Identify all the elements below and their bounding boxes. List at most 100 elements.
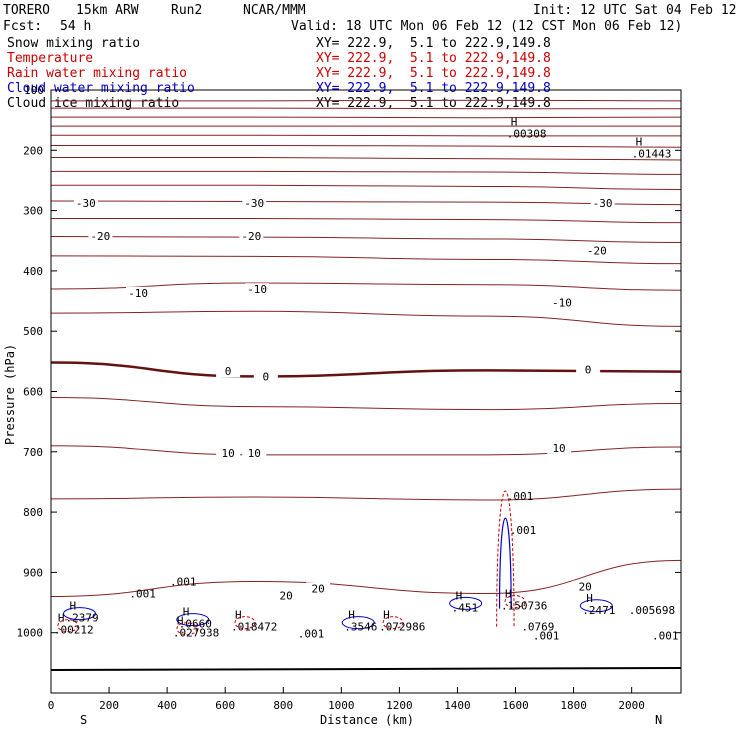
maximum-value-label: .00212 <box>54 624 94 637</box>
temperature-contour-line <box>50 107 681 110</box>
maximum-value-label: .0660 <box>179 618 212 631</box>
temperature-contour-line <box>50 488 682 501</box>
maximum-value-label: .001 <box>533 630 560 643</box>
contour-label-bg <box>547 441 572 454</box>
contour-label-bg <box>239 230 264 243</box>
temperature-contour-line <box>50 397 682 411</box>
axes: 0 200 400 600 800 1000 1200 1400 1600 1800 2000200… <box>17 144 681 712</box>
y-tick-label: 700 <box>23 446 43 459</box>
temperature-contour-line <box>51 217 682 224</box>
contour-label-bg <box>584 244 609 257</box>
contour-label-bg <box>306 582 331 595</box>
rain-water-contour <box>234 616 256 630</box>
contour-label: 20 <box>311 582 324 595</box>
temperature-contour-line <box>50 282 682 291</box>
terrain-line <box>50 667 682 671</box>
south-end-label: S <box>80 713 87 727</box>
maximum-marker: H <box>505 588 512 601</box>
maximum-marker: H <box>456 589 463 602</box>
maximum-value-label: .001 <box>510 524 537 537</box>
y-tick-label: 1000 <box>17 627 44 640</box>
x-tick-label: 1200 <box>386 699 413 712</box>
temperature-contour-line <box>51 99 682 102</box>
x-tick-label: 1000 <box>328 699 355 712</box>
maximum-value-label: .150736 <box>501 600 547 613</box>
x-axis-label: Distance (km) <box>320 713 414 727</box>
temperature-contour-line <box>51 116 682 119</box>
cloud-water-column <box>498 517 512 609</box>
maximum-value-label: .018472 <box>231 621 277 634</box>
maximum-value-label: .005698 <box>629 604 675 617</box>
contour-label: 20 <box>579 580 592 593</box>
y-tick-label: 900 <box>23 566 43 579</box>
rain-water-contour <box>382 616 404 630</box>
maximum-marker: H <box>348 609 355 622</box>
contour-label: -10 <box>128 287 148 300</box>
maximum-value-label: .072986 <box>379 621 425 634</box>
field-xy: XY= 222.9, 5.1 to 222.9,149.8 <box>316 51 551 66</box>
temperature-contour-line <box>50 144 682 148</box>
x-tick-label: 2000 <box>618 699 645 712</box>
header-fcst-label: Fcst: <box>3 19 43 34</box>
maximum-marker: H <box>235 609 242 622</box>
field-name: Cloud water mixing ratio <box>7 81 195 96</box>
header-model: TORERO <box>3 3 50 18</box>
contour-label-bg <box>549 296 574 309</box>
temperature-contour-line <box>51 170 682 175</box>
temperature-contour-line <box>51 184 682 190</box>
contour-label: -20 <box>90 230 110 243</box>
contour-label-bg <box>242 196 267 209</box>
moisture-contours <box>57 490 613 636</box>
maximum-value-label: .3546 <box>344 621 377 634</box>
maxima-labels: H.00308H.01443H.2379H.00212H.0660H.02793… <box>54 115 679 642</box>
contour-label: -30 <box>244 197 264 210</box>
header-valid: Valid: 18 UTC Mon 06 Feb 12 (12 CST Mon … <box>291 19 683 34</box>
contour-labels: -30 -30 -30 -20 -20 -20 -10 -10 -10 0 0 0 10 10 10 20 20… <box>73 196 615 603</box>
x-tick-label: 200 <box>99 699 119 712</box>
contour-label: -30 <box>76 197 96 210</box>
y-axis-label: Pressure (hPa) <box>3 344 17 445</box>
temperature-contour-line <box>50 559 682 598</box>
field-xy: XY= 222.9, 5.1 to 222.9,149.8 <box>316 81 551 96</box>
header-fcst-value: 54 h <box>60 19 92 34</box>
contour-label-bg <box>242 447 267 460</box>
field-name: Temperature <box>7 51 94 66</box>
contour-label-bg <box>216 365 241 378</box>
maximum-value-label: .001 <box>507 490 534 503</box>
field-xy: XY= 222.9, 5.1 to 222.9,149.8 <box>316 66 551 81</box>
contour-label: 0 <box>585 363 592 376</box>
x-tick-label: 0 <box>48 699 55 712</box>
rain-water-contour <box>504 595 526 609</box>
temperature-contour-line <box>50 134 681 137</box>
maximum-marker: H <box>70 600 77 613</box>
north-end-label: N <box>655 713 662 727</box>
contour-label: -20 <box>587 245 607 258</box>
cloud-water-contour <box>449 596 483 610</box>
x-tick-label: 1800 <box>560 699 587 712</box>
y-tick-label: 400 <box>23 265 43 278</box>
x-tick-label: 600 <box>215 699 235 712</box>
y-tick-label: 300 <box>23 205 43 218</box>
header-run: Run2 <box>171 3 203 18</box>
maximum-value-label: .001 <box>170 575 197 588</box>
cloud-water-contour <box>579 599 613 613</box>
temperature-contour-line <box>50 236 682 244</box>
y-tick-label: 500 <box>23 325 43 338</box>
maximum-marker: H <box>586 592 593 605</box>
header-resolution: 15km ARW <box>76 3 139 18</box>
contour-label: 10 <box>552 442 565 455</box>
cloud-water-contour <box>176 613 210 627</box>
contour-label-bg <box>576 363 601 376</box>
contour-label: 10 <box>248 447 261 460</box>
maximum-value-label: .01443 <box>632 147 672 160</box>
contour-label: 20 <box>280 590 293 603</box>
contour-label: -10 <box>552 296 572 309</box>
maximum-value-label: .00308 <box>507 127 547 140</box>
contour-label-bg <box>573 580 598 593</box>
temperature-contour-line <box>50 255 682 265</box>
y-top-label: 100 <box>24 84 44 97</box>
contour-label: 0 <box>263 371 270 384</box>
maximum-value-label: .451 <box>452 601 479 614</box>
contour-label: -10 <box>247 283 267 296</box>
maximum-value-label: .0769 <box>521 621 554 634</box>
